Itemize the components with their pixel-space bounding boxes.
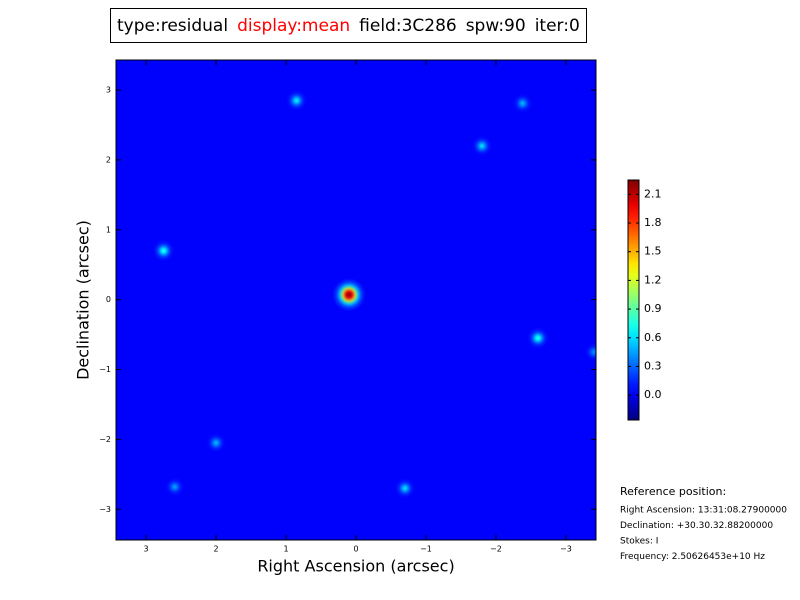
x-axis-label: Right Ascension (arcsec) xyxy=(257,557,454,576)
source xyxy=(206,432,227,453)
x-tick-label: 2 xyxy=(214,545,219,554)
header-box: type:residual display:mean field:3C286 spw:… xyxy=(110,8,587,43)
x-tick-label: 3 xyxy=(144,545,149,554)
source xyxy=(526,327,549,350)
colorbar-tick-label: 2.1 xyxy=(644,187,662,200)
colorbar-tick-label: 0.6 xyxy=(644,331,662,344)
info-line: Declination: +30.30.32.88200000 xyxy=(620,521,773,531)
colorbar xyxy=(627,179,640,421)
source xyxy=(512,93,533,114)
header-item: type:residual xyxy=(117,15,229,36)
colorbar-tick-label: 0.3 xyxy=(644,359,662,372)
colorbar-tick-label: 1.8 xyxy=(644,216,662,229)
x-tick-label: −1 xyxy=(420,545,432,554)
x-tick-label: 0 xyxy=(353,545,358,554)
y-axis-label: Declination (arcsec) xyxy=(74,220,93,380)
info-line: Stokes: I xyxy=(620,537,658,547)
y-tick-label: −2 xyxy=(99,435,111,444)
header-item: iter:0 xyxy=(534,15,580,36)
info-line: Right Ascension: 13:31:08.27900000 xyxy=(620,506,787,516)
colorbar-tick-label: 1.5 xyxy=(644,245,662,258)
info-line: Frequency: 2.50626453e+10 Hz xyxy=(620,552,765,562)
header-item: display:mean xyxy=(237,15,351,36)
source xyxy=(152,239,175,262)
source xyxy=(471,135,493,157)
source xyxy=(285,89,308,112)
info-title: Reference position: xyxy=(620,485,726,498)
y-tick-label: −1 xyxy=(99,365,111,374)
header-item: spw:90 xyxy=(465,15,526,36)
source xyxy=(164,477,185,497)
y-tick-label: 0 xyxy=(106,295,111,304)
y-tick-label: 3 xyxy=(106,86,111,95)
y-tick-label: −3 xyxy=(99,505,111,514)
x-tick-label: −2 xyxy=(490,545,502,554)
y-tick-label: 1 xyxy=(106,225,111,234)
colorbar-tick-label: 1.2 xyxy=(644,273,662,286)
x-tick-label: 1 xyxy=(283,545,288,554)
y-tick-label: 2 xyxy=(106,155,111,164)
colorbar-tick-label: 0.9 xyxy=(644,302,662,315)
image-layer xyxy=(152,89,596,499)
colorbar-tick-label: 0.0 xyxy=(644,388,662,401)
source xyxy=(332,277,366,312)
source xyxy=(394,477,416,499)
x-tick-label: −3 xyxy=(560,545,572,554)
header-item: field:3C286 xyxy=(359,15,457,36)
source xyxy=(584,342,596,362)
